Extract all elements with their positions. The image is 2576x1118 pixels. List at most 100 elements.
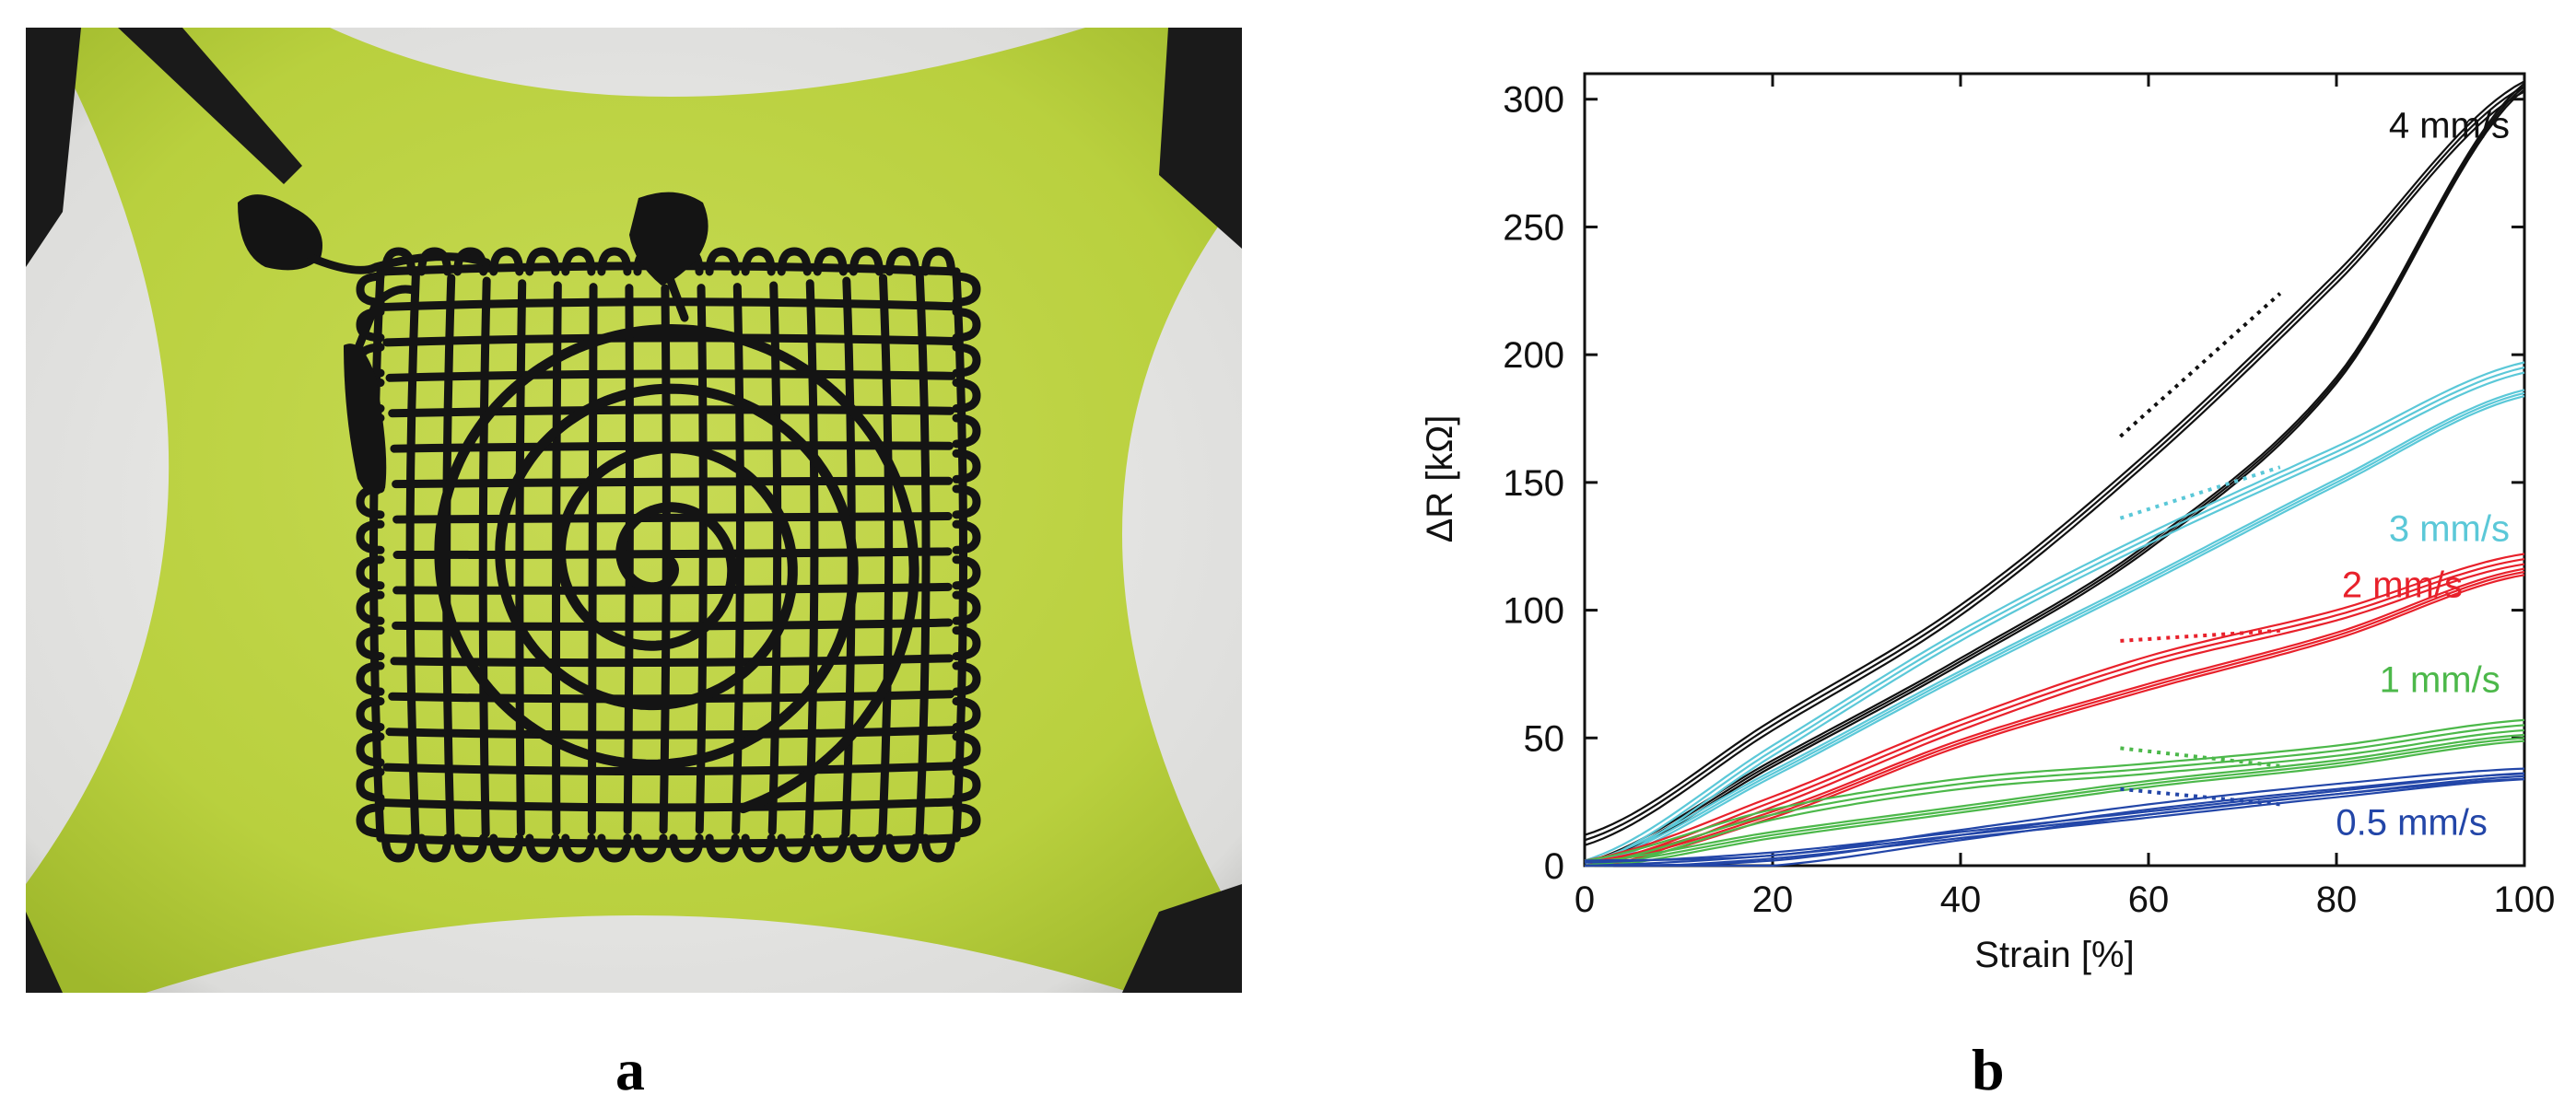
chart-series [1584, 80, 2525, 868]
grid-vertical-line [659, 284, 671, 834]
series-unloading-line [1585, 778, 2525, 868]
sensor-photo-svg [26, 28, 1242, 993]
series-label: 4 mm/s [2389, 105, 2510, 146]
meander-loop [952, 555, 981, 590]
meander-loop [525, 833, 560, 863]
meander-loop [952, 378, 981, 413]
sensor-photo [26, 28, 1242, 993]
x-tick-label: 60 [2128, 879, 2170, 920]
meander-loop [741, 247, 776, 276]
meander-loop [884, 833, 919, 863]
meander-loop [952, 696, 981, 731]
series-unloading-line [1584, 391, 2525, 868]
spiral-trace [434, 324, 919, 814]
meander-loop [453, 833, 488, 863]
x-tick-label: 100 [2494, 879, 2556, 920]
grid-vertical-line [623, 284, 634, 834]
grid-vertical-line [587, 283, 598, 835]
meander-loop [813, 833, 848, 863]
elastomer-substrate [26, 28, 1242, 993]
grid-horizontal-line [392, 512, 953, 524]
x-tick-label: 0 [1575, 879, 1595, 920]
pad-leads [307, 252, 689, 355]
meander-loop [884, 247, 919, 276]
series-unloading-line [1584, 737, 2525, 868]
meander-loop [849, 833, 884, 863]
grid-vertical-line [878, 274, 894, 840]
meander-loop [356, 272, 385, 307]
meander-loop [356, 519, 385, 554]
meander-loop [356, 732, 385, 767]
meander-loop [952, 519, 981, 554]
series-loading-line [1584, 366, 2525, 868]
series-unloading-line [1584, 733, 2525, 864]
series-loading-line [1585, 563, 2525, 868]
series-loading-line [1584, 767, 2525, 862]
contact-pads [238, 192, 708, 495]
panel-a-label: a [615, 1037, 645, 1102]
meander-loop [952, 308, 981, 343]
series-loading-line [1585, 728, 2525, 868]
y-tick-label: 50 [1524, 718, 1565, 759]
x-tick-label: 80 [2316, 879, 2358, 920]
grid-horizontal-line [385, 726, 956, 740]
grid-horizontal-line [382, 762, 958, 775]
meander-loop [561, 833, 596, 863]
meander-loop [952, 661, 981, 696]
series-unloading-line [1584, 772, 2525, 864]
meander-loop [356, 696, 385, 731]
meander-loop [952, 343, 981, 378]
y-tick-label: 0 [1544, 846, 1564, 887]
meander-loop [381, 833, 416, 863]
y-tick-label: 150 [1503, 463, 1564, 504]
meander-loop [356, 767, 385, 802]
x-axis-label: Strain [%] [1974, 935, 2134, 975]
panel-b-label: b [1972, 1037, 2005, 1102]
y-tick-label: 100 [1503, 591, 1564, 632]
grid-vertical-line [695, 284, 708, 834]
meander-loop [705, 833, 740, 863]
y-tick-label: 250 [1503, 207, 1564, 248]
series-loading-line [1584, 361, 2525, 862]
meander-loop [356, 803, 385, 838]
series-unloading-line [1584, 82, 2525, 864]
series-loading-line [1584, 718, 2525, 862]
grid-horizontal-line [390, 654, 954, 668]
grid-horizontal-line [382, 333, 958, 347]
meander-loop [952, 767, 981, 802]
meander-loop [952, 803, 981, 838]
meander-loop [777, 247, 812, 276]
grid-horizontal-line [392, 618, 954, 631]
meander-loop [952, 272, 981, 307]
grid-horizontal-line [392, 582, 953, 595]
series-unloading-line [1585, 88, 2525, 868]
meander-loop [952, 590, 981, 625]
printed-trace [356, 247, 981, 863]
y-tick-label: 300 [1503, 80, 1564, 121]
chart-labels: 4 mm/s 3 mm/s 2 mm/s 1 mm/s 0.5 mm/s [2336, 105, 2510, 843]
series-loading-line [1584, 90, 2525, 846]
series-label: 1 mm/s [2380, 659, 2500, 700]
series-unloading-line [1584, 570, 2525, 868]
meander-loop [669, 833, 704, 863]
meander-loop [705, 247, 740, 276]
meander-loop [741, 833, 776, 863]
meander-loop [525, 247, 560, 276]
meander-loop [356, 590, 385, 625]
meander-loop [952, 626, 981, 661]
grid-horizontal-line [392, 547, 953, 559]
series-unloading-line [1584, 389, 2525, 864]
series-unloading-line [1585, 740, 2525, 868]
series-unloading-line [1584, 86, 2525, 868]
chart-svg: 0 20 40 60 80 100 0 50 100 150 200 250 300 4 mm/s 3 m… [1420, 72, 2556, 975]
meander-loop [952, 448, 981, 483]
grid-horizontal-line [388, 405, 955, 418]
meander-loop [952, 732, 981, 767]
meander-loop [633, 833, 668, 863]
series-loading-line [1584, 80, 2525, 836]
grid-vertical-line [804, 279, 819, 837]
meander-loop [489, 247, 524, 276]
meander-loop [356, 661, 385, 696]
meander-loop [356, 555, 385, 590]
meander-loop [849, 247, 884, 276]
